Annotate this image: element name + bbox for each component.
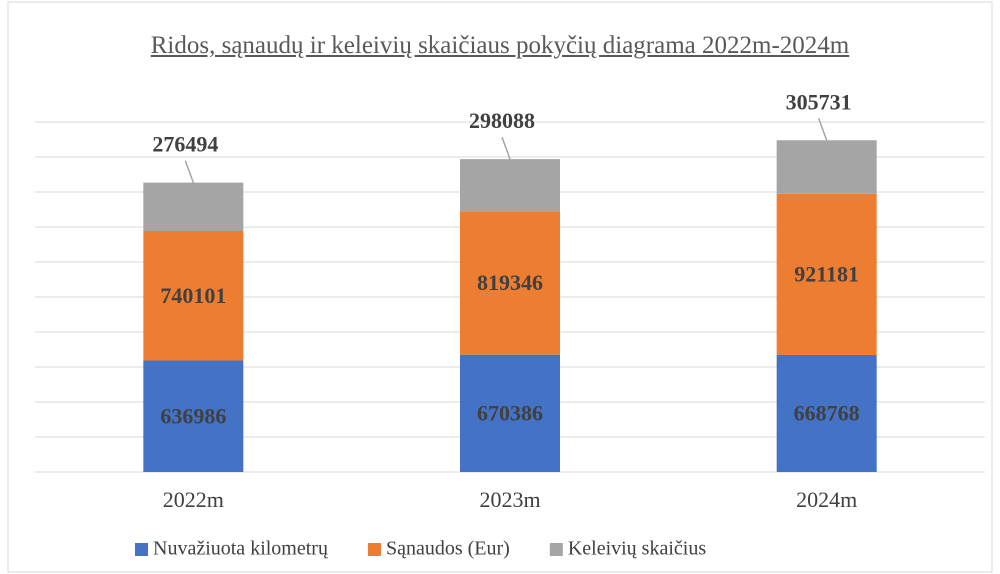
- legend-swatch: [367, 543, 381, 556]
- data-label: 921181: [794, 261, 859, 286]
- bar-segment: [460, 159, 560, 212]
- bar-segment: [776, 140, 877, 194]
- legend-swatch: [135, 543, 148, 556]
- bar-segment: [143, 360, 244, 472]
- data-label: 305731: [786, 89, 852, 114]
- bar-segment: [143, 182, 244, 232]
- bar-segment: [460, 211, 560, 355]
- chart-border: [7, 1, 993, 573]
- data-label: 298088: [469, 108, 535, 133]
- legend-label: Keleivių skaičius: [568, 538, 707, 560]
- leader-line: [817, 117, 828, 141]
- data-label: 668768: [794, 401, 860, 426]
- legend-label: Sąnaudos (Eur): [386, 538, 510, 560]
- data-label: 636986: [160, 403, 226, 428]
- bar-segment: [776, 354, 877, 472]
- x-tick-label: 2024m: [796, 487, 857, 512]
- data-label: 740101: [160, 283, 226, 308]
- legend-swatch: [549, 543, 563, 556]
- data-label: 276494: [152, 132, 218, 157]
- leader-line: [184, 160, 195, 183]
- legend-label: Nuvažiuota kilometrų: [153, 538, 329, 560]
- data-label: 819346: [477, 270, 543, 295]
- bar-segment: [776, 193, 877, 355]
- x-tick-label: 2023m: [479, 487, 540, 512]
- leader-line: [501, 136, 511, 160]
- x-tick-label: 2022m: [163, 487, 224, 512]
- data-label: 670386: [477, 400, 543, 425]
- bar-segment: [143, 231, 244, 361]
- bar-segment: [460, 354, 560, 472]
- chart-title: Ridos, sąnaudų ir keleivių skaičiaus pok…: [150, 32, 850, 59]
